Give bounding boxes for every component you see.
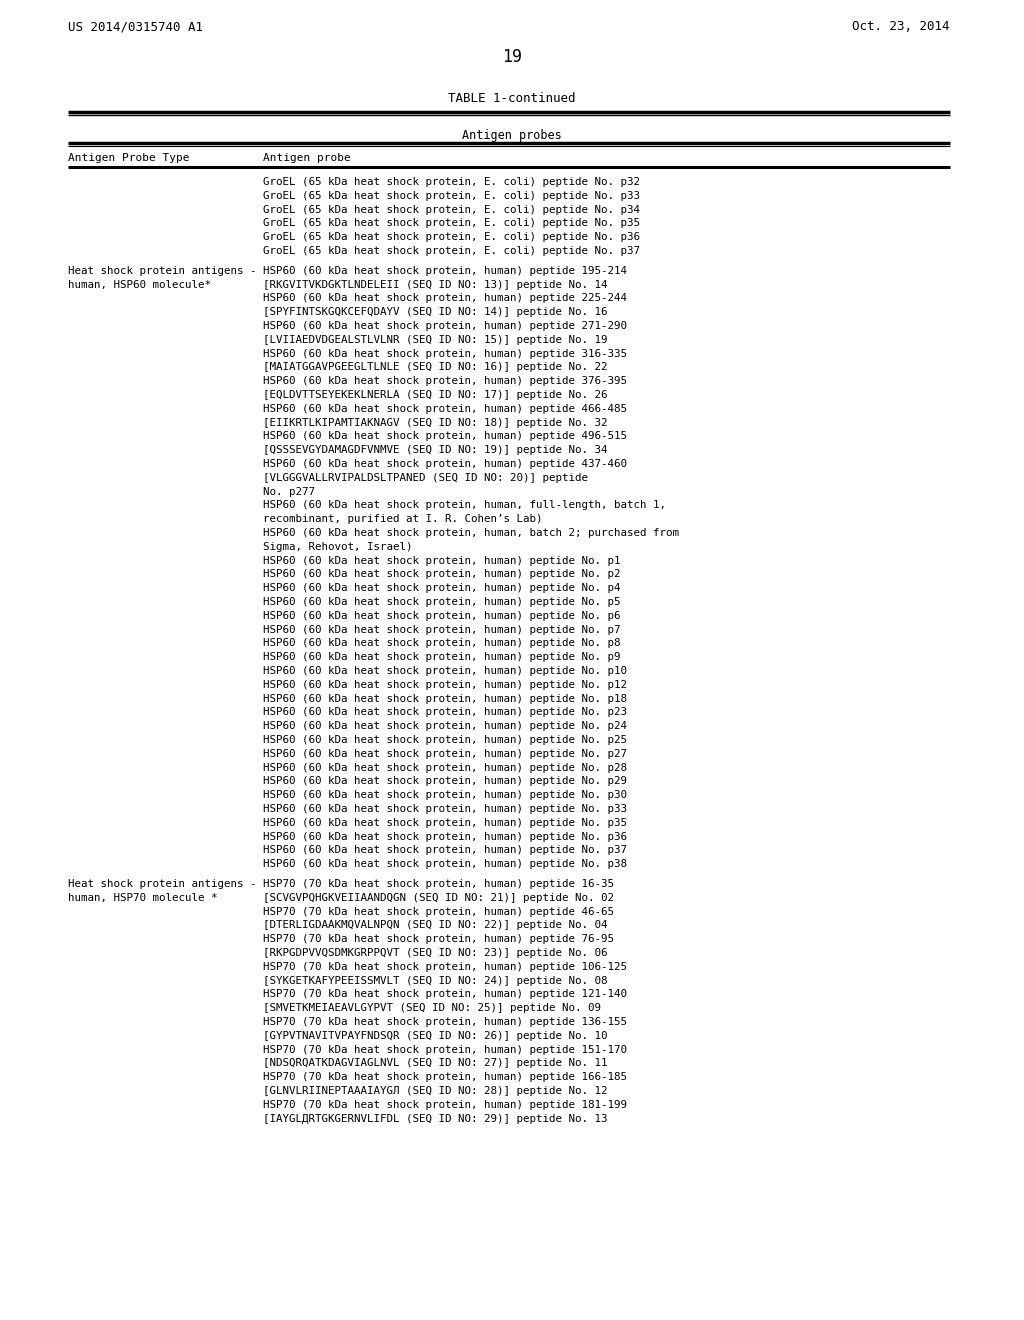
Text: HSP60 (60 kDa heat shock protein, human) peptide No. p33: HSP60 (60 kDa heat shock protein, human)… bbox=[263, 804, 627, 814]
Text: [RKGVITVKDGKTLNDELEII (SEQ ID NO: 13)] peptide No. 14: [RKGVITVKDGKTLNDELEII (SEQ ID NO: 13)] p… bbox=[263, 280, 607, 289]
Text: HSP60 (60 kDa heat shock protein, human) peptide 437-460: HSP60 (60 kDa heat shock protein, human)… bbox=[263, 459, 627, 469]
Text: [SYKGETKAFYPEEISSMVLT (SEQ ID NO: 24)] peptide No. 08: [SYKGETKAFYPEEISSMVLT (SEQ ID NO: 24)] p… bbox=[263, 975, 607, 986]
Text: HSP60 (60 kDa heat shock protein, human) peptide No. p23: HSP60 (60 kDa heat shock protein, human)… bbox=[263, 708, 627, 717]
Text: HSP60 (60 kDa heat shock protein, human) peptide No. p38: HSP60 (60 kDa heat shock protein, human)… bbox=[263, 859, 627, 869]
Text: HSP60 (60 kDa heat shock protein, human, full-length, batch 1,: HSP60 (60 kDa heat shock protein, human,… bbox=[263, 500, 666, 511]
Text: recombinant, purified at I. R. Cohen’s Lab): recombinant, purified at I. R. Cohen’s L… bbox=[263, 515, 543, 524]
Text: GroEL (65 kDa heat shock protein, E. coli) peptide No. p36: GroEL (65 kDa heat shock protein, E. col… bbox=[263, 232, 640, 242]
Text: HSP60 (60 kDa heat shock protein, human) peptide 225-244: HSP60 (60 kDa heat shock protein, human)… bbox=[263, 293, 627, 304]
Text: HSP60 (60 kDa heat shock protein, human) peptide No. p30: HSP60 (60 kDa heat shock protein, human)… bbox=[263, 791, 627, 800]
Text: HSP60 (60 kDa heat shock protein, human) peptide No. p10: HSP60 (60 kDa heat shock protein, human)… bbox=[263, 667, 627, 676]
Text: [GLNVLRIINEPTAAAIAYGЛ (SEQ ID NO: 28)] peptide No. 12: [GLNVLRIINEPTAAAIAYGЛ (SEQ ID NO: 28)] p… bbox=[263, 1086, 607, 1096]
Text: TABLE 1-continued: TABLE 1-continued bbox=[449, 92, 575, 106]
Text: HSP70 (70 kDa heat shock protein, human) peptide 121-140: HSP70 (70 kDa heat shock protein, human)… bbox=[263, 990, 627, 999]
Text: [MAIATGGAVPGEEGLTLNLE (SEQ ID NO: 16)] peptide No. 22: [MAIATGGAVPGEEGLTLNLE (SEQ ID NO: 16)] p… bbox=[263, 363, 607, 372]
Text: US 2014/0315740 A1: US 2014/0315740 A1 bbox=[68, 20, 203, 33]
Text: HSP60 (60 kDa heat shock protein, human) peptide No. p25: HSP60 (60 kDa heat shock protein, human)… bbox=[263, 735, 627, 744]
Text: HSP60 (60 kDa heat shock protein, human) peptide No. p12: HSP60 (60 kDa heat shock protein, human)… bbox=[263, 680, 627, 690]
Text: [NDSQRQATKDAGVIAGLNVL (SEQ ID NO: 27)] peptide No. 11: [NDSQRQATKDAGVIAGLNVL (SEQ ID NO: 27)] p… bbox=[263, 1059, 607, 1068]
Text: HSP60 (60 kDa heat shock protein, human) peptide 496-515: HSP60 (60 kDa heat shock protein, human)… bbox=[263, 432, 627, 441]
Text: HSP60 (60 kDa heat shock protein, human) peptide 271-290: HSP60 (60 kDa heat shock protein, human)… bbox=[263, 321, 627, 331]
Text: HSP60 (60 kDa heat shock protein, human) peptide 316-335: HSP60 (60 kDa heat shock protein, human)… bbox=[263, 348, 627, 359]
Text: [EIIKRTLKIPAMTIAKNAGV (SEQ ID NO: 18)] peptide No. 32: [EIIKRTLKIPAMTIAKNAGV (SEQ ID NO: 18)] p… bbox=[263, 417, 607, 428]
Text: [QSSSEVGYDAMAGDFVNMVE (SEQ ID NO: 19)] peptide No. 34: [QSSSEVGYDAMAGDFVNMVE (SEQ ID NO: 19)] p… bbox=[263, 445, 607, 455]
Text: [LVIIAEDVDGEALSTLVLNR (SEQ ID NO: 15)] peptide No. 19: [LVIIAEDVDGEALSTLVLNR (SEQ ID NO: 15)] p… bbox=[263, 335, 607, 345]
Text: HSP60 (60 kDa heat shock protein, human) peptide No. p1: HSP60 (60 kDa heat shock protein, human)… bbox=[263, 556, 621, 565]
Text: HSP60 (60 kDa heat shock protein, human) peptide No. p18: HSP60 (60 kDa heat shock protein, human)… bbox=[263, 693, 627, 704]
Text: HSP60 (60 kDa heat shock protein, human) peptide No. p36: HSP60 (60 kDa heat shock protein, human)… bbox=[263, 832, 627, 842]
Text: HSP70 (70 kDa heat shock protein, human) peptide 136-155: HSP70 (70 kDa heat shock protein, human)… bbox=[263, 1016, 627, 1027]
Text: HSP60 (60 kDa heat shock protein, human) peptide No. p37: HSP60 (60 kDa heat shock protein, human)… bbox=[263, 845, 627, 855]
Text: HSP60 (60 kDa heat shock protein, human) peptide No. p35: HSP60 (60 kDa heat shock protein, human)… bbox=[263, 818, 627, 828]
Text: HSP60 (60 kDa heat shock protein, human) peptide No. p29: HSP60 (60 kDa heat shock protein, human)… bbox=[263, 776, 627, 787]
Text: No. p277: No. p277 bbox=[263, 487, 315, 496]
Text: HSP60 (60 kDa heat shock protein, human, batch 2; purchased from: HSP60 (60 kDa heat shock protein, human,… bbox=[263, 528, 679, 539]
Text: HSP60 (60 kDa heat shock protein, human) peptide No. p8: HSP60 (60 kDa heat shock protein, human)… bbox=[263, 639, 621, 648]
Text: Antigen Probe Type: Antigen Probe Type bbox=[68, 153, 189, 162]
Text: Heat shock protein antigens -: Heat shock protein antigens - bbox=[68, 879, 256, 888]
Text: [SCVGVPQHGKVEIIAANDQGN (SEQ ID NO: 21)] peptide No. 02: [SCVGVPQHGKVEIIAANDQGN (SEQ ID NO: 21)] … bbox=[263, 892, 614, 903]
Text: GroEL (65 kDa heat shock protein, E. coli) peptide No. p33: GroEL (65 kDa heat shock protein, E. col… bbox=[263, 191, 640, 201]
Text: [VLGGGVALLRVIPALDSLTPANED (SEQ ID NO: 20)] peptide: [VLGGGVALLRVIPALDSLTPANED (SEQ ID NO: 20… bbox=[263, 473, 588, 483]
Text: [IAYGLДRTGKGERNVLIFDL (SEQ ID NO: 29)] peptide No. 13: [IAYGLДRTGKGERNVLIFDL (SEQ ID NO: 29)] p… bbox=[263, 1114, 607, 1123]
Text: [EQLDVTTSEYEKEKLNERLA (SEQ ID NO: 17)] peptide No. 26: [EQLDVTTSEYEKEKLNERLA (SEQ ID NO: 17)] p… bbox=[263, 389, 607, 400]
Text: HSP70 (70 kDa heat shock protein, human) peptide 106-125: HSP70 (70 kDa heat shock protein, human)… bbox=[263, 962, 627, 972]
Text: Heat shock protein antigens -: Heat shock protein antigens - bbox=[68, 265, 256, 276]
Text: HSP60 (60 kDa heat shock protein, human) peptide 376-395: HSP60 (60 kDa heat shock protein, human)… bbox=[263, 376, 627, 387]
Text: [DTERLIGDAAKMQVALNPQN (SEQ ID NO: 22)] peptide No. 04: [DTERLIGDAAKMQVALNPQN (SEQ ID NO: 22)] p… bbox=[263, 920, 607, 931]
Text: HSP60 (60 kDa heat shock protein, human) peptide 195-214: HSP60 (60 kDa heat shock protein, human)… bbox=[263, 265, 627, 276]
Text: HSP70 (70 kDa heat shock protein, human) peptide 76-95: HSP70 (70 kDa heat shock protein, human)… bbox=[263, 935, 614, 944]
Text: HSP70 (70 kDa heat shock protein, human) peptide 151-170: HSP70 (70 kDa heat shock protein, human)… bbox=[263, 1044, 627, 1055]
Text: GroEL (65 kDa heat shock protein, E. coli) peptide No. p35: GroEL (65 kDa heat shock protein, E. col… bbox=[263, 218, 640, 228]
Text: GroEL (65 kDa heat shock protein, E. coli) peptide No. p37: GroEL (65 kDa heat shock protein, E. col… bbox=[263, 246, 640, 256]
Text: HSP60 (60 kDa heat shock protein, human) peptide No. p4: HSP60 (60 kDa heat shock protein, human)… bbox=[263, 583, 621, 593]
Text: HSP60 (60 kDa heat shock protein, human) peptide No. p6: HSP60 (60 kDa heat shock protein, human)… bbox=[263, 611, 621, 620]
Text: [GYPVTNAVITVPAYFNDSQR (SEQ ID NO: 26)] peptide No. 10: [GYPVTNAVITVPAYFNDSQR (SEQ ID NO: 26)] p… bbox=[263, 1031, 607, 1040]
Text: HSP60 (60 kDa heat shock protein, human) peptide 466-485: HSP60 (60 kDa heat shock protein, human)… bbox=[263, 404, 627, 413]
Text: human, HSP60 molecule*: human, HSP60 molecule* bbox=[68, 280, 211, 289]
Text: GroEL (65 kDa heat shock protein, E. coli) peptide No. p32: GroEL (65 kDa heat shock protein, E. col… bbox=[263, 177, 640, 187]
Text: HSP70 (70 kDa heat shock protein, human) peptide 166-185: HSP70 (70 kDa heat shock protein, human)… bbox=[263, 1072, 627, 1082]
Text: Antigen probe: Antigen probe bbox=[263, 153, 351, 162]
Text: GroEL (65 kDa heat shock protein, E. coli) peptide No. p34: GroEL (65 kDa heat shock protein, E. col… bbox=[263, 205, 640, 215]
Text: 19: 19 bbox=[502, 48, 522, 66]
Text: HSP70 (70 kDa heat shock protein, human) peptide 16-35: HSP70 (70 kDa heat shock protein, human)… bbox=[263, 879, 614, 888]
Text: Sigma, Rehovot, Israel): Sigma, Rehovot, Israel) bbox=[263, 541, 413, 552]
Text: HSP60 (60 kDa heat shock protein, human) peptide No. p28: HSP60 (60 kDa heat shock protein, human)… bbox=[263, 763, 627, 772]
Text: Antigen probes: Antigen probes bbox=[462, 129, 562, 143]
Text: HSP60 (60 kDa heat shock protein, human) peptide No. p9: HSP60 (60 kDa heat shock protein, human)… bbox=[263, 652, 621, 663]
Text: HSP60 (60 kDa heat shock protein, human) peptide No. p5: HSP60 (60 kDa heat shock protein, human)… bbox=[263, 597, 621, 607]
Text: HSP70 (70 kDa heat shock protein, human) peptide 46-65: HSP70 (70 kDa heat shock protein, human)… bbox=[263, 907, 614, 916]
Text: [SMVETKMEIAEAVLGYPVT (SEQ ID NO: 25)] peptide No. 09: [SMVETKMEIAEAVLGYPVT (SEQ ID NO: 25)] pe… bbox=[263, 1003, 601, 1014]
Text: Oct. 23, 2014: Oct. 23, 2014 bbox=[853, 20, 950, 33]
Text: [RKPGDPVVQSDMKGRPPQVT (SEQ ID NO: 23)] peptide No. 06: [RKPGDPVVQSDMKGRPPQVT (SEQ ID NO: 23)] p… bbox=[263, 948, 607, 958]
Text: HSP60 (60 kDa heat shock protein, human) peptide No. p24: HSP60 (60 kDa heat shock protein, human)… bbox=[263, 721, 627, 731]
Text: HSP60 (60 kDa heat shock protein, human) peptide No. p27: HSP60 (60 kDa heat shock protein, human)… bbox=[263, 748, 627, 759]
Text: HSP70 (70 kDa heat shock protein, human) peptide 181-199: HSP70 (70 kDa heat shock protein, human)… bbox=[263, 1100, 627, 1110]
Text: [SPYFINTSKGQKCEFQDAYV (SEQ ID NO: 14)] peptide No. 16: [SPYFINTSKGQKCEFQDAYV (SEQ ID NO: 14)] p… bbox=[263, 308, 607, 317]
Text: HSP60 (60 kDa heat shock protein, human) peptide No. p7: HSP60 (60 kDa heat shock protein, human)… bbox=[263, 624, 621, 635]
Text: human, HSP70 molecule *: human, HSP70 molecule * bbox=[68, 892, 217, 903]
Text: HSP60 (60 kDa heat shock protein, human) peptide No. p2: HSP60 (60 kDa heat shock protein, human)… bbox=[263, 569, 621, 579]
